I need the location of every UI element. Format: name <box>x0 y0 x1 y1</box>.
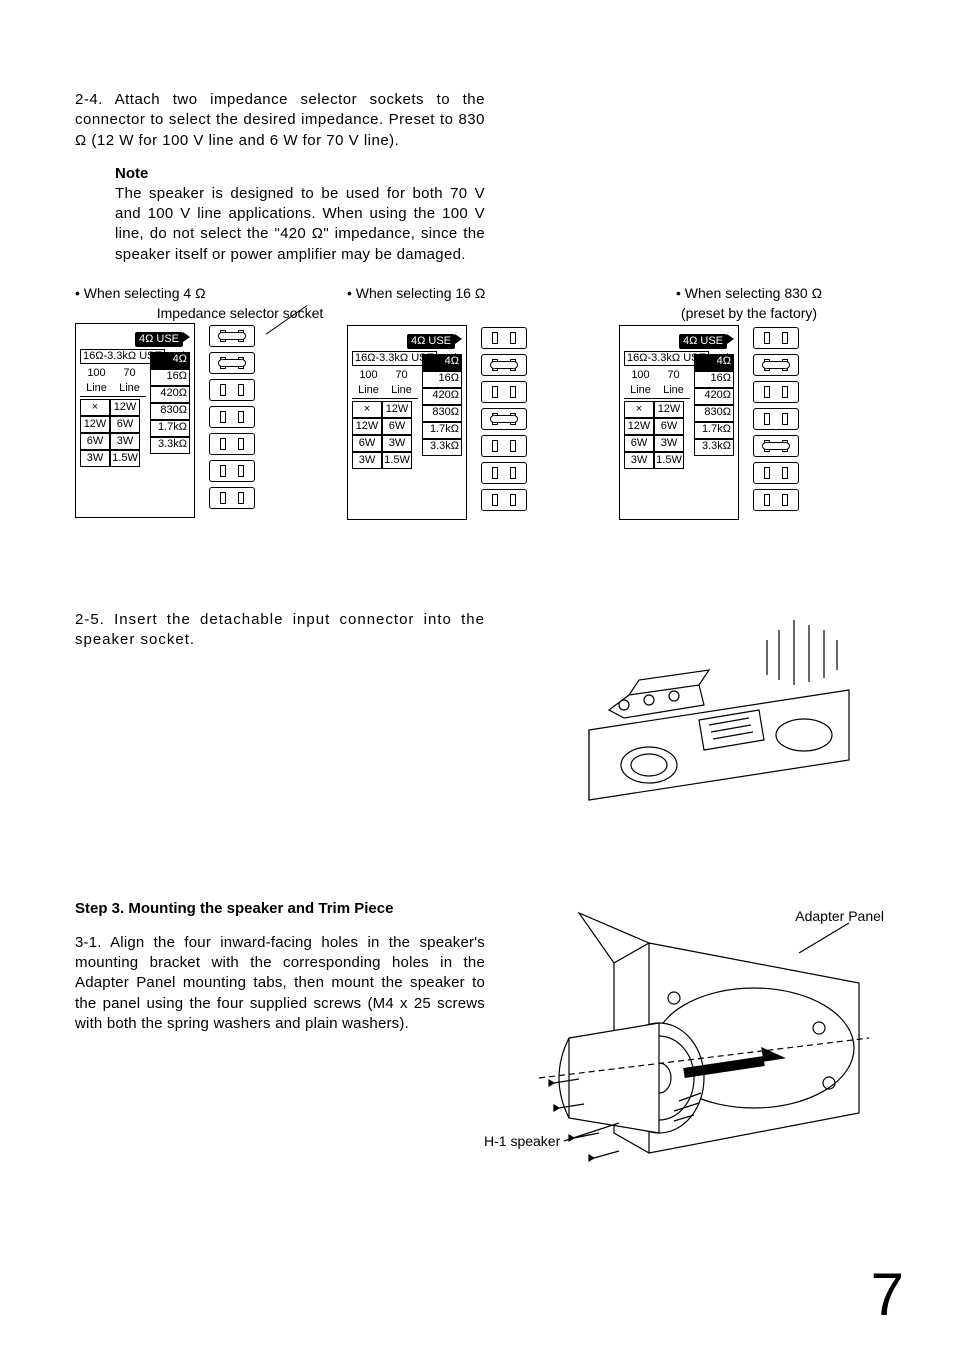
socket-icon <box>753 381 799 403</box>
socket-column-2 <box>481 325 527 511</box>
step-body: Attach two impedance selector sockets to… <box>75 91 485 149</box>
section-2-5: 2-5. Insert the detachable input connect… <box>75 610 879 820</box>
label-h1-speaker: H-1 speaker <box>484 1133 560 1149</box>
impedance-label-panel: 4Ω USE 16Ω-3.3kΩ USE 10070 LineLine ×12W… <box>75 323 195 518</box>
note-block: Note The speaker is designed to be used … <box>115 165 485 265</box>
socket-icon <box>209 460 255 482</box>
impedance-label-panel: 4Ω USE 16Ω-3.3kΩ USE 10070 LineLine ×12W… <box>619 325 739 520</box>
socket-icon <box>753 354 799 376</box>
caption-830ohm-sub: (preset by the factory) <box>619 305 879 321</box>
step-3-1-text: 3-1. Align the four inward-facing holes … <box>75 933 485 1188</box>
panel-wrap-1: 4Ω USE 16Ω-3.3kΩ USE 10070 LineLine ×12W… <box>75 323 335 518</box>
selector-row: • When selecting 4 Ω Impedance selector … <box>75 285 879 520</box>
socket-icon <box>481 435 527 457</box>
impedance-label-panel: 4Ω USE 16Ω-3.3kΩ USE 10070 LineLine ×12W… <box>347 325 467 520</box>
selector-col-4ohm: • When selecting 4 Ω Impedance selector … <box>75 285 335 520</box>
step-2-4-text: 2-4. Attach two impedance selector socke… <box>75 90 485 151</box>
socket-icon <box>753 408 799 430</box>
figure-mounting: Adapter Panel H-1 speaker <box>519 883 879 1188</box>
socket-icon <box>481 408 527 430</box>
step-number: 2-4. <box>75 91 103 108</box>
caption-4ohm: • When selecting 4 Ω <box>75 285 335 301</box>
socket-icon <box>753 435 799 457</box>
socket-column-3 <box>753 325 799 511</box>
socket-icon <box>209 487 255 509</box>
socket-column-1 <box>209 323 255 509</box>
step-body: Insert the detachable input connector in… <box>75 611 485 648</box>
page-number: 7 <box>871 1260 904 1329</box>
caption-16ohm: • When selecting 16 Ω <box>347 285 607 301</box>
step-number: 3-1. <box>75 934 102 951</box>
socket-icon <box>209 352 255 374</box>
socket-icon <box>753 462 799 484</box>
note-title: Note <box>115 165 485 182</box>
step-2-5-text: 2-5. Insert the detachable input connect… <box>75 610 485 820</box>
socket-icon <box>753 327 799 349</box>
socket-icon <box>209 433 255 455</box>
section-2-4: 2-4. Attach two impedance selector socke… <box>75 90 879 265</box>
note-text: The speaker is designed to be used for b… <box>115 184 485 265</box>
selector-col-830ohm: • When selecting 830 Ω (preset by the fa… <box>619 285 879 520</box>
socket-icon <box>481 489 527 511</box>
socket-icon <box>209 379 255 401</box>
socket-icon <box>481 462 527 484</box>
socket-icon <box>209 406 255 428</box>
panel-wrap-2: 4Ω USE 16Ω-3.3kΩ USE 10070 LineLine ×12W… <box>347 325 607 520</box>
step-number: 2-5. <box>75 611 105 628</box>
socket-icon <box>481 381 527 403</box>
socket-icon <box>753 489 799 511</box>
figure-connector-insert <box>549 610 879 820</box>
panel-wrap-3: 4Ω USE 16Ω-3.3kΩ USE 10070 LineLine ×12W… <box>619 325 879 520</box>
caption-830ohm: • When selecting 830 Ω <box>619 285 879 301</box>
selector-col-16ohm: • When selecting 16 Ω 4Ω USE 16Ω-3.3kΩ U… <box>347 285 607 520</box>
step-body: Align the four inward-facing holes in th… <box>75 934 485 1032</box>
socket-icon <box>209 325 255 347</box>
section-3-1: 3-1. Align the four inward-facing holes … <box>75 933 879 1188</box>
label-adapter-panel: Adapter Panel <box>795 908 884 924</box>
socket-icon <box>481 327 527 349</box>
socket-icon <box>481 354 527 376</box>
